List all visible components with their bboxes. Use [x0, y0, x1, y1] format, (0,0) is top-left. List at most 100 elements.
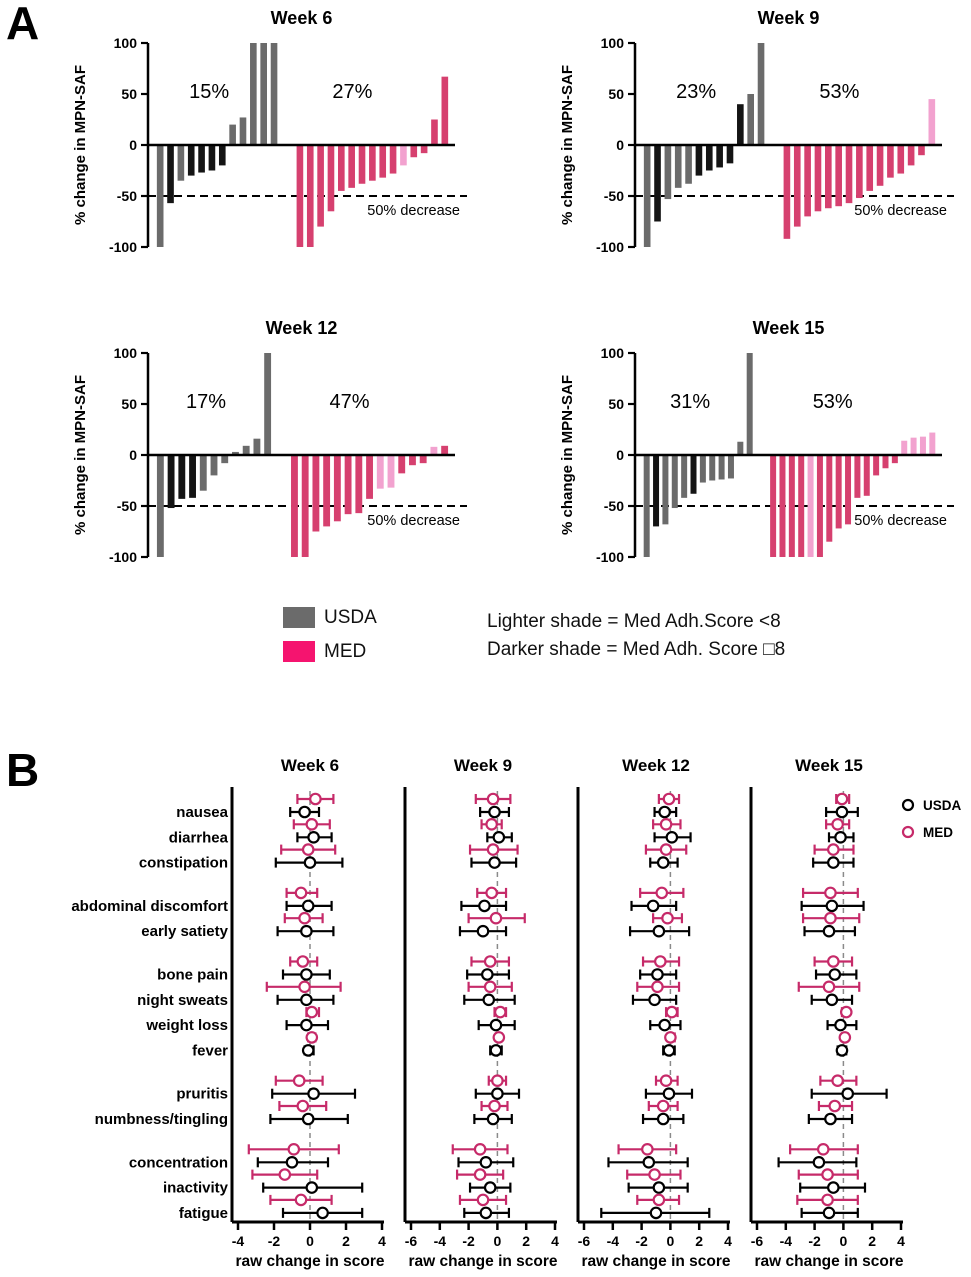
- marker-med: [486, 843, 500, 856]
- usda-response-annotation: 15%: [189, 81, 229, 103]
- x-axis-label: raw change in score: [581, 1253, 730, 1270]
- waterfall-bar-usda: [229, 124, 236, 145]
- reference-line-label: 50% decrease: [854, 513, 947, 529]
- waterfall-bar-med: [826, 455, 833, 542]
- marker-med: [305, 1005, 319, 1019]
- panel-a-legend: USDA MED Lighter shade = Med Adh.Score <…: [283, 602, 963, 682]
- waterfall-bar-med: [807, 455, 814, 557]
- y-tick-label: 0: [616, 447, 624, 463]
- waterfall-bar-med: [312, 455, 320, 532]
- marker-usda: [488, 805, 501, 819]
- waterfall-bar-med: [376, 455, 384, 489]
- marker-med: [828, 1099, 842, 1113]
- y-tick-label: 50: [608, 86, 624, 102]
- waterfall-bar-med: [876, 145, 884, 186]
- waterfall-bar-med: [387, 455, 395, 488]
- marker-usda: [479, 1155, 493, 1169]
- y-tick-label: -100: [596, 239, 624, 255]
- marker-med: [485, 818, 498, 831]
- x-tick-label: -4: [607, 1233, 620, 1249]
- marker-usda: [305, 1181, 319, 1194]
- waterfall-bar-med: [301, 455, 309, 557]
- waterfall-bar-med: [873, 455, 880, 476]
- y-tick-label: 100: [114, 35, 138, 51]
- waterfall-bar-usda: [705, 145, 713, 171]
- waterfall-bar-med: [327, 145, 335, 212]
- waterfall-bar-usda: [653, 455, 660, 527]
- waterfall-bar-med: [291, 455, 298, 557]
- waterfall-bar-usda: [167, 145, 174, 204]
- waterfall-bar-med: [835, 145, 842, 207]
- waterfall-bar-med: [793, 145, 801, 227]
- marker-med: [656, 1099, 670, 1113]
- marker-usda: [300, 924, 313, 938]
- symptom-label: night sweats: [137, 992, 228, 1009]
- waterfall-bar-med: [296, 145, 304, 247]
- x-tick-label: 4: [897, 1233, 905, 1249]
- y-tick-label: 0: [129, 137, 137, 153]
- marker-med: [835, 792, 849, 806]
- marker-med: [822, 980, 836, 994]
- waterfall-bar-med: [317, 145, 324, 227]
- marker-med: [654, 955, 667, 968]
- usda-response-annotation: 23%: [676, 81, 716, 103]
- chart-title: Week 9: [758, 8, 820, 28]
- chart-title: Week 15: [753, 318, 825, 338]
- marker-usda: [482, 993, 496, 1007]
- x-tick-label: -2: [268, 1233, 281, 1249]
- x-axis-label: raw change in score: [235, 1253, 384, 1270]
- waterfall-bar-usda: [218, 145, 226, 166]
- waterfall-bar-usda: [260, 43, 267, 145]
- waterfall-bar-usda: [664, 145, 672, 200]
- x-tick-label: -4: [434, 1233, 447, 1249]
- x-tick-label: 0: [306, 1233, 314, 1249]
- waterfall-bar-usda: [718, 455, 725, 480]
- waterfall-plot-week6: Week 6 100 50 0 -50 -100 % change in MPN-SAF 50…: [72, 8, 467, 255]
- marker-usda: [822, 1206, 836, 1220]
- waterfall-plot-week12: Week 12 100 50 0 -50 -100 % change in MPN-SAF 5…: [72, 318, 467, 565]
- waterfall-bar-usda: [726, 145, 734, 164]
- symptom-label: inactivity: [163, 1180, 229, 1197]
- x-axis-label: raw change in score: [754, 1253, 903, 1270]
- waterfall-bar-med: [420, 145, 428, 154]
- marker-usda: [481, 968, 494, 981]
- waterfall-bar-usda: [156, 455, 164, 557]
- marker-med: [294, 1193, 308, 1207]
- marker-usda: [825, 993, 839, 1007]
- marker-med: [831, 818, 844, 831]
- marker-med: [816, 1142, 830, 1156]
- waterfall-bar-med: [306, 145, 314, 247]
- waterfall-bar-med: [389, 145, 397, 174]
- marker-usda: [642, 1155, 656, 1169]
- marker-med: [641, 1142, 654, 1156]
- waterfall-bar-med: [344, 455, 352, 515]
- med-response-annotation: 47%: [330, 391, 370, 413]
- marker-med: [665, 1005, 679, 1019]
- usda-legend-label: USDA: [923, 798, 962, 813]
- x-tick-label: -6: [751, 1233, 764, 1249]
- waterfall-bar-med: [358, 145, 366, 184]
- waterfall-chart-week15: Week 15 100 50 0 -50 -100 % change in MPN-SAF 5…: [542, 312, 971, 612]
- marker-usda: [656, 1112, 670, 1126]
- waterfall-bar-usda: [681, 455, 688, 498]
- marker-usda: [649, 1206, 663, 1220]
- waterfall-bar-med: [369, 145, 376, 181]
- marker-med: [473, 1142, 487, 1156]
- med-response-annotation: 27%: [332, 81, 372, 103]
- marker-usda: [825, 899, 839, 913]
- marker-usda: [301, 899, 315, 913]
- reference-line-label: 50% decrease: [854, 203, 947, 219]
- y-tick-label: 0: [616, 137, 624, 153]
- waterfall-bar-med: [907, 145, 915, 166]
- marker-usda: [483, 1181, 497, 1194]
- marker-med: [305, 1031, 319, 1044]
- marker-med: [831, 1074, 844, 1087]
- waterfall-bar-med: [901, 440, 908, 455]
- x-tick-label: 0: [667, 1233, 675, 1249]
- waterfall-bar-usda: [695, 145, 703, 176]
- marker-usda: [476, 924, 490, 938]
- waterfall-bar-usda: [662, 455, 669, 525]
- marker-med: [827, 843, 840, 856]
- marker-usda: [834, 831, 847, 844]
- marker-med: [492, 1031, 506, 1044]
